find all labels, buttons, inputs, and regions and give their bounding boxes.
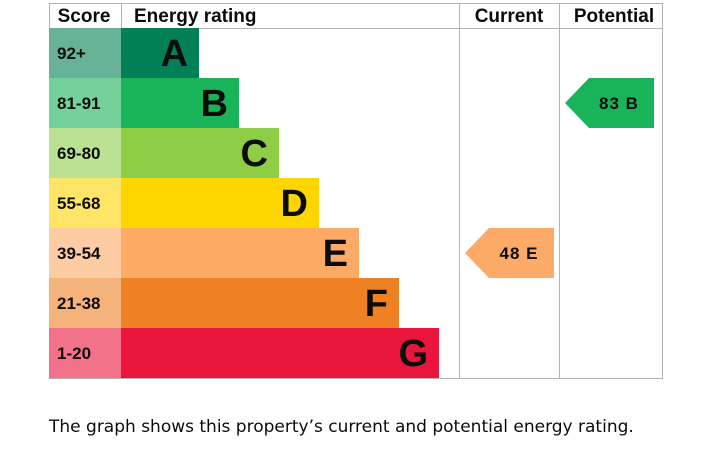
score-range-e: 39-54 — [57, 244, 101, 263]
score-range-d: 55-68 — [57, 194, 100, 213]
current-rating-arrow — [465, 228, 554, 278]
header-energy-rating: Energy rating — [134, 6, 256, 27]
chart-caption: The graph shows this property’s current … — [49, 417, 634, 437]
band-letter-c: C — [241, 133, 268, 175]
rating-markers: 48 E 83 B — [465, 78, 654, 278]
header-potential: Potential — [574, 6, 654, 27]
band-bar-a — [121, 28, 199, 78]
band-letter-f: F — [365, 283, 388, 325]
potential-rating-label: 83 B — [599, 94, 639, 113]
band-bar-d — [121, 178, 319, 228]
score-range-a: 92+ — [57, 44, 86, 63]
band-bar-b — [121, 78, 239, 128]
band-bar-c — [121, 128, 279, 178]
score-cell-e — [49, 228, 121, 278]
score-cell-d — [49, 178, 121, 228]
band-bar-e — [121, 228, 359, 278]
score-range-f: 21-38 — [57, 294, 100, 313]
band-letter-a: A — [161, 33, 188, 75]
score-cell-g — [49, 328, 121, 378]
header-current: Current — [475, 6, 544, 27]
potential-rating-arrow — [565, 78, 654, 128]
score-cell-c — [49, 128, 121, 178]
band-letter-g: G — [398, 333, 428, 375]
score-cell-b — [49, 78, 121, 128]
band-bar-f — [121, 278, 399, 328]
score-range-g: 1-20 — [57, 344, 91, 363]
band-bar-g — [121, 328, 439, 378]
score-range-b: 81-91 — [57, 94, 100, 113]
band-letter-e: E — [323, 233, 348, 275]
header-score: Score — [58, 6, 111, 27]
rating-bands: 92+ A 81-91 B 69-80 C 55-68 D 39-54 E 21-38 F 1-20 G — [49, 28, 439, 378]
band-letter-d: D — [281, 183, 308, 225]
score-cell-a — [49, 28, 121, 78]
energy-rating-chart: Score Energy rating Current Potential 92… — [49, 3, 663, 379]
band-letter-b: B — [201, 83, 228, 125]
current-rating-label: 48 E — [500, 244, 539, 263]
score-cell-f — [49, 278, 121, 328]
score-range-c: 69-80 — [57, 144, 100, 163]
